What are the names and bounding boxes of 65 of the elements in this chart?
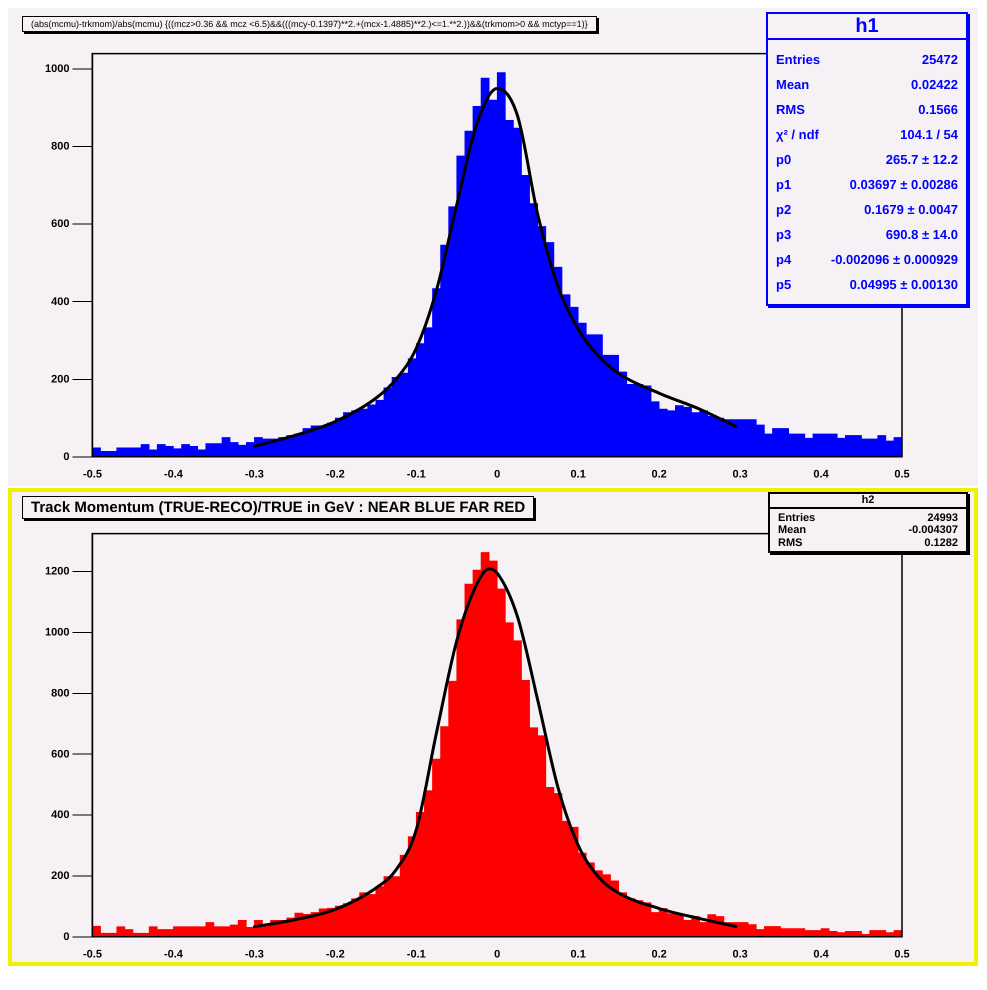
x-tick-label: -0.3	[244, 948, 264, 960]
annotation: p2	[776, 202, 792, 217]
x-tick-label: -0.4	[164, 948, 184, 960]
y-tick-label: 800	[51, 687, 70, 700]
y-tick-label: 1000	[44, 63, 70, 76]
y-tick-label: 200	[51, 870, 70, 882]
annotation: χ² / ndf	[776, 127, 819, 142]
annotation: 0.1679 ± 0.0047	[864, 202, 958, 217]
x-tick-label: 0.2	[651, 948, 667, 960]
y-tick-label: 600	[51, 218, 70, 230]
text: h2	[770, 494, 966, 510]
x-tick-label: 0.5	[894, 948, 910, 960]
annotation: RMS	[778, 536, 802, 549]
annotation: p1	[776, 177, 792, 192]
x-tick-label: -0.5	[82, 468, 102, 480]
annotation: p0	[776, 152, 792, 167]
text: 0.02422	[911, 77, 958, 92]
x-tick-label: -0.2	[326, 948, 345, 960]
x-tick-label: -0.1	[406, 948, 426, 960]
x-tick-label: 0.1	[570, 468, 586, 480]
annotation: -0.002096 ± 0.000929	[830, 252, 958, 267]
annotation: 0.04995 ± 0.00130	[850, 277, 958, 292]
x-tick-label: 0.3	[732, 948, 748, 960]
chart-title: (abs(mcmu)-trkmom)/abs(mcmu) {((mcz>0.36 && mcz <6.5)&&(((mcy-0.1397)**2.+(mcx-1.4885)**2.)<=1.**2.))&&(trkmom>0 && mctyp==1)}	[22, 16, 597, 32]
text: 25472	[922, 52, 958, 67]
x-tick-label: 0	[494, 468, 500, 480]
x-tick-label: 0.2	[651, 468, 667, 480]
x-tick-label: 0.5	[894, 468, 910, 480]
y-tick-label: 0	[63, 450, 70, 463]
annotation: Entries	[776, 52, 820, 67]
x-tick-label: 0.1	[570, 948, 586, 960]
text: 0.1282	[924, 536, 958, 549]
text: h1	[768, 14, 966, 40]
annotation: Mean	[778, 524, 806, 536]
y-tick-label: 0	[63, 930, 70, 943]
x-tick-label: 0.4	[813, 468, 830, 480]
y-tick-label: 800	[51, 140, 70, 153]
annotation: 690.8 ± 14.0	[886, 227, 958, 242]
text: -0.004307	[908, 524, 958, 536]
annotation: p5	[776, 277, 792, 292]
annotation: p4	[776, 252, 792, 267]
x-tick-label: -0.1	[406, 468, 426, 480]
y-tick-label: 1000	[44, 626, 70, 639]
annotation: RMS	[776, 102, 805, 117]
text: 0.1566	[918, 102, 958, 117]
y-tick-label: 600	[51, 748, 70, 760]
text: 24993	[927, 512, 958, 524]
y-tick-label: 1200	[44, 566, 70, 578]
x-tick-label: -0.2	[326, 468, 345, 480]
x-tick-label: -0.5	[82, 948, 102, 960]
annotation: p3	[776, 227, 792, 242]
x-tick-label: -0.4	[164, 468, 184, 480]
y-tick-label: 200	[51, 373, 70, 386]
annotation: 265.7 ± 12.2	[886, 152, 958, 167]
text: Entries	[778, 512, 816, 524]
annotation: 104.1 / 54	[900, 127, 958, 142]
y-tick-label: 400	[51, 296, 70, 308]
x-tick-label: -0.3	[244, 468, 264, 480]
chart-title: Track Momentum (TRUE-RECO)/TRUE in GeV : NEAR BLUE FAR RED	[22, 496, 534, 519]
y-tick-label: 400	[51, 809, 70, 822]
x-tick-label: 0.3	[732, 468, 748, 480]
x-tick-label: 0	[494, 948, 500, 960]
x-tick-label: 0.4	[813, 948, 830, 960]
annotation: 0.03697 ± 0.00286	[850, 177, 958, 192]
annotation: Mean	[776, 77, 810, 92]
